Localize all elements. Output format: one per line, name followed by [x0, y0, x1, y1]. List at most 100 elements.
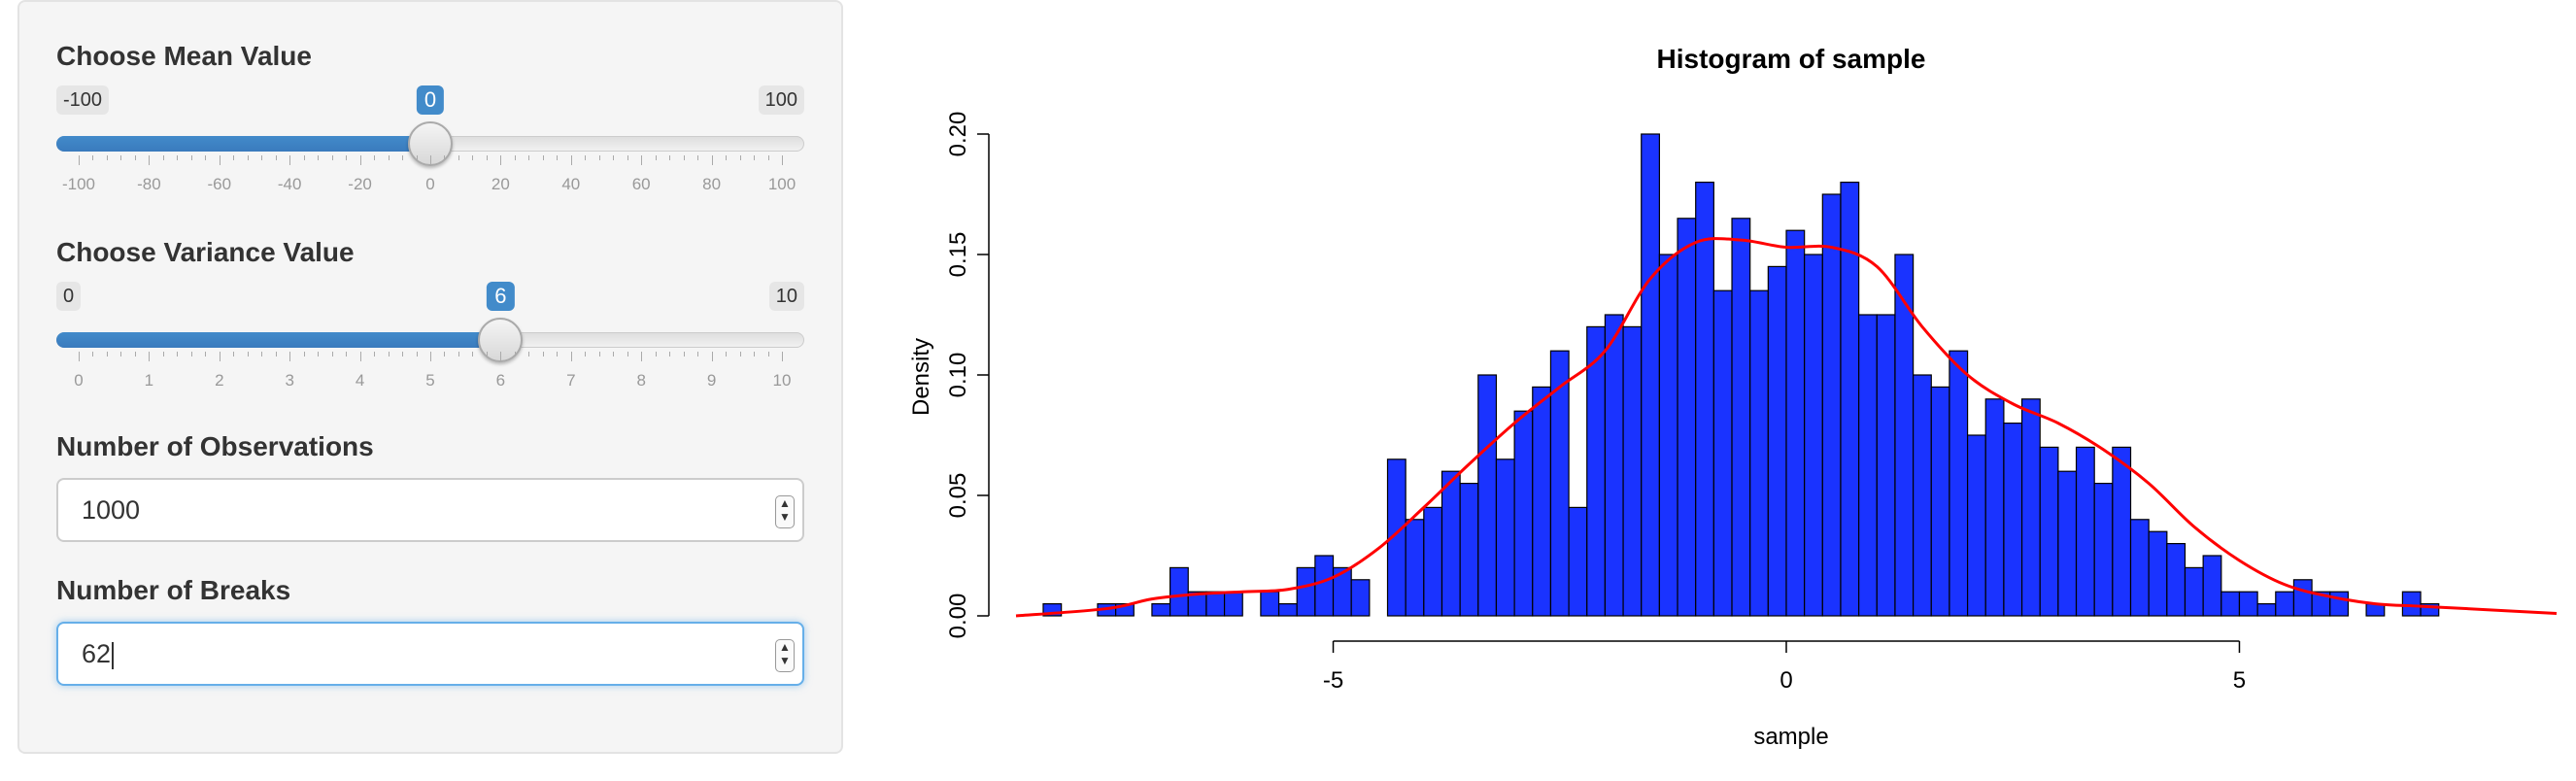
mean-minor-tick — [261, 155, 263, 160]
histogram-bar — [1477, 374, 1498, 617]
mean-tick-mark — [359, 155, 361, 165]
variance-slider[interactable]: 0 10 6 0 1 2 3 4 5 6 7 8 9 10 — [56, 282, 804, 390]
histogram-bar — [1513, 410, 1534, 617]
histogram-bar — [2129, 519, 2150, 617]
spin-up-icon[interactable]: ▲ — [779, 640, 791, 654]
observations-value: 1000 — [82, 495, 141, 525]
histogram-bar — [1604, 314, 1624, 617]
mean-tick-mark — [570, 155, 572, 165]
mean-minor-tick — [374, 155, 376, 160]
mean-minor-tick — [416, 155, 418, 160]
variance-minor-tick — [598, 352, 600, 357]
mean-minor-tick — [472, 155, 474, 160]
variance-tick-mark — [641, 352, 643, 361]
histogram-bar — [1641, 133, 1660, 617]
mean-max-label: 100 — [758, 85, 804, 115]
histogram-bar — [2292, 579, 2313, 617]
mean-tick-mark — [782, 155, 783, 165]
mean-label: Choose Mean Value — [56, 41, 312, 71]
variance-minor-tick — [767, 352, 769, 357]
histogram-bar — [1821, 193, 1842, 617]
variance-minor-tick — [331, 352, 333, 357]
variance-minor-tick — [177, 352, 179, 357]
observations-input[interactable]: 1000 ▲ ▼ — [56, 478, 804, 542]
variance-minor-tick — [346, 352, 348, 357]
mean-minor-tick — [598, 155, 600, 160]
breaks-input[interactable]: 62 ▲ ▼ — [56, 622, 804, 686]
observations-spinner[interactable]: ▲ ▼ — [775, 495, 795, 528]
spin-up-icon[interactable]: ▲ — [779, 496, 791, 510]
variance-minor-tick — [739, 352, 741, 357]
spin-down-icon[interactable]: ▼ — [779, 654, 791, 667]
variance-minor-tick — [106, 352, 108, 357]
mean-minor-tick — [134, 155, 136, 160]
histogram-bar — [1622, 325, 1643, 617]
mean-tick-label: 0 — [425, 175, 435, 193]
histogram-bar — [2003, 423, 2023, 617]
histogram-bar — [1949, 350, 1969, 617]
mean-minor-tick — [669, 155, 671, 160]
mean-slider[interactable]: -100 100 0 -100 -80 -60 -40 -20 0 20 40 60 80 100 — [56, 85, 804, 193]
x-axis-label: sample — [1753, 724, 1828, 750]
mean-minor-tick — [444, 155, 446, 160]
variance-minor-tick — [416, 352, 418, 357]
mean-minor-tick — [514, 155, 516, 160]
mean-value-label: 0 — [416, 85, 445, 115]
histogram-bar — [1277, 602, 1298, 617]
variance-minor-tick — [486, 352, 488, 357]
variance-tick-mark — [149, 352, 151, 361]
variance-tick-mark — [359, 352, 361, 361]
histogram-bar — [1459, 483, 1479, 617]
breaks-spinner[interactable]: ▲ ▼ — [775, 639, 795, 672]
histogram-bars — [1042, 133, 2440, 617]
variance-minor-tick — [444, 352, 446, 357]
variance-minor-tick — [669, 352, 671, 357]
variance-minor-tick — [542, 352, 544, 357]
mean-minor-tick — [275, 155, 277, 160]
histogram-bar — [1858, 314, 1878, 617]
histogram-bar — [1876, 314, 1896, 617]
mean-tick-mark — [641, 155, 643, 165]
variance-tick-label: 2 — [215, 371, 224, 390]
y-tick-label: 0.10 — [945, 353, 971, 398]
histogram-bar — [2184, 566, 2204, 617]
mean-minor-tick — [388, 155, 390, 160]
mean-minor-tick — [177, 155, 179, 160]
mean-minor-tick — [627, 155, 628, 160]
density-curve — [1015, 237, 2558, 618]
y-tick-label: 0.20 — [945, 112, 971, 157]
histogram-bar — [1296, 566, 1316, 617]
variance-tick-label: 0 — [74, 371, 84, 390]
histogram-bar — [1731, 218, 1751, 617]
variance-tick-mark — [79, 352, 80, 361]
variance-tick-label: 7 — [566, 371, 576, 390]
variance-minor-tick — [374, 352, 376, 357]
breaks-value: 62 — [82, 639, 112, 668]
y-tick-label: 0.05 — [945, 473, 971, 519]
mean-minor-tick — [106, 155, 108, 160]
mean-minor-tick — [655, 155, 657, 160]
variance-minor-tick — [585, 352, 587, 357]
histogram-bar — [2329, 591, 2350, 617]
variance-tick-mark — [711, 352, 713, 361]
variance-minor-tick — [261, 352, 263, 357]
mean-tick-label: 40 — [561, 175, 581, 193]
histogram-bar — [1441, 470, 1461, 617]
variance-tick-label: 9 — [706, 371, 717, 390]
spin-down-icon[interactable]: ▼ — [779, 510, 791, 524]
histogram-bar — [2202, 555, 2222, 617]
variance-minor-tick — [233, 352, 235, 357]
variance-tick-label: 1 — [144, 371, 154, 390]
histogram-bar — [1785, 229, 1806, 617]
histogram-bar — [1350, 579, 1371, 617]
histogram-bar — [2220, 591, 2241, 617]
variance-minor-tick — [557, 352, 559, 357]
histogram-bar — [2039, 446, 2059, 617]
variance-minor-tick — [134, 352, 136, 357]
mean-minor-tick — [92, 155, 94, 160]
histogram-bar — [1568, 506, 1588, 617]
variance-minor-tick — [205, 352, 207, 357]
variance-minor-tick — [120, 352, 122, 357]
observations-label: Number of Observations — [56, 431, 374, 461]
histogram-bar — [2057, 470, 2078, 617]
